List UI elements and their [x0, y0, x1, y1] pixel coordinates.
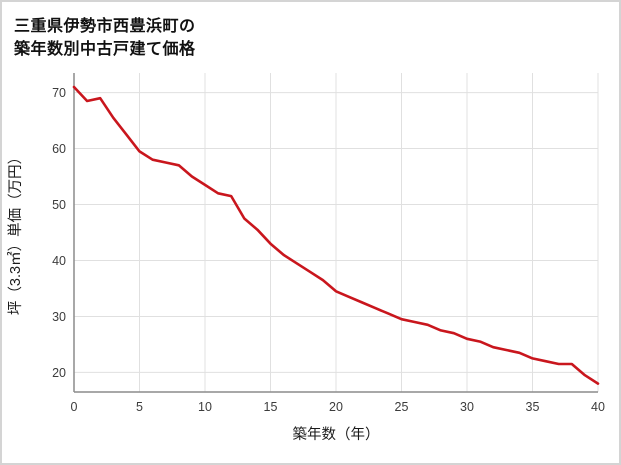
y-tick-label: 60 — [52, 142, 66, 156]
y-tick-label: 30 — [52, 310, 66, 324]
x-tick-label: 15 — [264, 400, 278, 414]
x-tick-label: 35 — [526, 400, 540, 414]
x-tick-label: 10 — [198, 400, 212, 414]
chart-title-line-1: 三重県伊勢市西豊浜町の — [14, 18, 196, 35]
x-axis-title: 築年数（年） — [293, 425, 380, 443]
x-tick-label: 25 — [395, 400, 409, 414]
x-tick-label: 20 — [329, 400, 343, 414]
price-line — [72, 86, 600, 386]
y-tick-label: 50 — [52, 198, 66, 212]
x-tick-label: 30 — [460, 400, 474, 414]
chart-title-line-2: 築年数別中古戸建て価格 — [14, 41, 196, 59]
line-chart: 0 5 10 15 20 25 30 35 40 20 30 40 50 60 70 築年数（年） 坪（3.3㎡… — [7, 73, 605, 443]
y-axis-title: 坪（3.3㎡）単価（万円） — [7, 150, 24, 315]
chart-title: 三重県伊勢市西豊浜町の 築年数別中古戸建て価格 — [2, 2, 619, 61]
y-tick-label: 20 — [52, 366, 66, 380]
x-tick-label: 5 — [136, 400, 143, 414]
y-tick-label: 40 — [52, 254, 66, 268]
y-tick-label: 70 — [52, 86, 66, 100]
x-tick-label: 40 — [591, 400, 605, 414]
x-tick-label: 0 — [71, 400, 78, 414]
